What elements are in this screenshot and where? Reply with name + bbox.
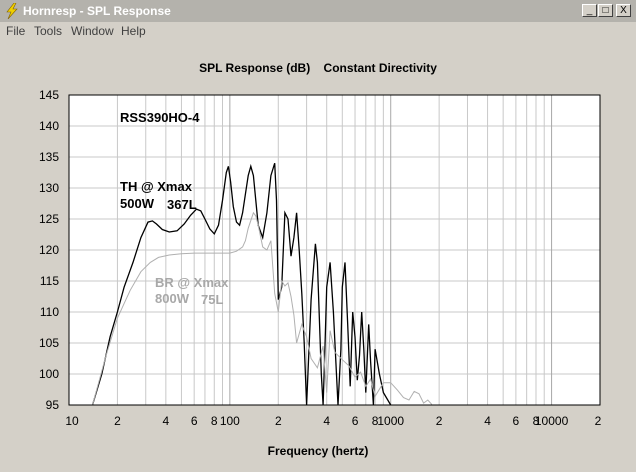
x-axis-label: Frequency (hertz) [268, 444, 369, 458]
x-tick-label: 2 [436, 414, 443, 428]
menu-help[interactable]: Help [121, 24, 146, 38]
x-tick-label: 10000 [535, 414, 569, 428]
y-tick-label: 125 [39, 212, 59, 226]
x-tick-label: 4 [323, 414, 330, 428]
y-tick-label: 115 [40, 274, 59, 288]
window-title: Hornresp - SPL Response [23, 4, 171, 18]
x-tick-label: 10 [65, 414, 79, 428]
y-tick-label: 100 [39, 367, 59, 381]
th-trace [91, 163, 392, 405]
th-volume: 367L [167, 197, 197, 212]
traces [91, 163, 433, 405]
x-tick-label: 2 [595, 414, 602, 428]
x-tick-label: 6 [352, 414, 359, 428]
y-tick-label: 145 [39, 88, 59, 102]
x-tick-label: 8 [211, 414, 218, 428]
title-bar: Hornresp - SPL Response _ □ X [0, 0, 636, 22]
y-axis: 95 100 105 110 115 120 125 130 135 140 145 [39, 88, 59, 412]
x-tick-label: 2 [114, 414, 121, 428]
x-tick-label: 100 [220, 414, 240, 428]
th-label: TH @ Xmax [120, 179, 193, 194]
x-tick-label: 4 [484, 414, 491, 428]
y-tick-label: 140 [39, 119, 59, 133]
x-tick-label: 2 [275, 414, 282, 428]
y-tick-label: 120 [39, 243, 59, 257]
spl-chart: SPL Response (dB) Constant Directivity 9… [39, 61, 602, 458]
y-tick-label: 135 [39, 150, 59, 164]
y-tick-label: 105 [39, 336, 59, 350]
y-tick-label: 110 [40, 305, 59, 319]
br-label: BR @ Xmax [155, 275, 229, 290]
x-tick-label: 8 [533, 414, 540, 428]
model-label: RSS390HO-4 [120, 110, 200, 125]
th-power: 500W [120, 196, 155, 211]
y-tick-label: 130 [39, 181, 59, 195]
br-power: 800W [155, 291, 190, 306]
x-tick-label: 6 [191, 414, 198, 428]
maximize-button[interactable]: □ [598, 4, 613, 17]
minimize-button[interactable]: _ [582, 4, 597, 17]
x-tick-label: 6 [513, 414, 520, 428]
x-tick-label: 8 [372, 414, 379, 428]
menu-tools[interactable]: Tools [34, 24, 63, 38]
menu-window[interactable]: Window [71, 24, 114, 38]
chart-title: SPL Response (dB) Constant Directivity [199, 61, 437, 75]
br-volume: 75L [201, 292, 223, 307]
plot-frame [68, 94, 601, 406]
x-tick-label: 1000 [377, 414, 404, 428]
menu-file[interactable]: File [6, 24, 26, 38]
br-trace [92, 211, 433, 405]
x-tick-label: 4 [163, 414, 170, 428]
y-tick-label: 95 [46, 398, 60, 412]
close-button[interactable]: X [616, 4, 631, 17]
app-lightning-icon [6, 3, 18, 19]
menu-bar: File Tools Window Help [0, 22, 636, 40]
